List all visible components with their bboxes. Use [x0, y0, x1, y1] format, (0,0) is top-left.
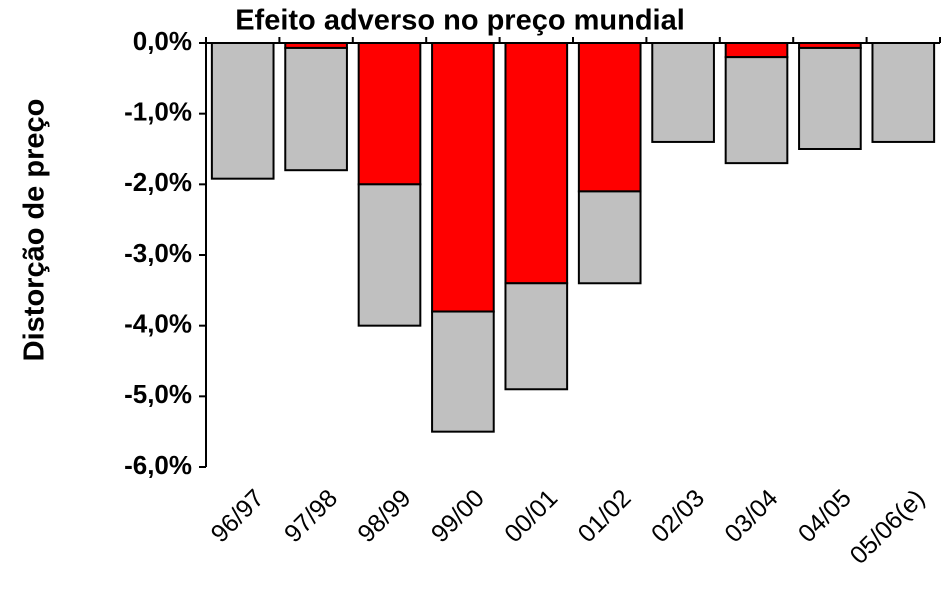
x-tick-label: 03/04	[719, 484, 783, 548]
bar	[284, 46, 348, 172]
bar	[651, 42, 715, 143]
y-tick-label: -4,0%	[124, 309, 192, 339]
x-tick-label: 96/97	[206, 484, 270, 548]
bar	[357, 183, 422, 327]
bar	[357, 42, 422, 186]
bar	[871, 42, 936, 143]
bar	[798, 46, 862, 151]
x-tick-label: 04/05	[793, 484, 857, 548]
bar	[431, 310, 495, 433]
x-tick-label: 02/03	[646, 484, 710, 548]
bar	[210, 42, 275, 180]
bar	[724, 42, 789, 59]
x-tick-label: 01/02	[573, 484, 637, 548]
y-tick-label: -5,0%	[124, 379, 192, 409]
bar	[504, 282, 569, 391]
bar	[724, 56, 789, 165]
x-tick-label: 00/01	[499, 484, 563, 548]
bar	[504, 42, 569, 285]
x-tick-label: 05/06(e)	[845, 484, 931, 570]
y-axis-label: Distorção de preço	[19, 99, 51, 362]
x-tick-label: 97/98	[279, 484, 343, 548]
y-tick-label: 0,0%	[133, 26, 192, 56]
bar	[431, 42, 495, 313]
bar	[577, 42, 642, 193]
y-tick-label: -3,0%	[124, 238, 192, 268]
chart-title: Efeito adverso no preço mundial	[235, 5, 685, 37]
x-tick-label: 99/00	[426, 484, 490, 548]
y-tick-label: -2,0%	[124, 167, 192, 197]
bar	[577, 190, 642, 285]
x-tick-label: 98/99	[352, 484, 416, 548]
y-tick-label: -6,0%	[124, 450, 192, 480]
y-tick-label: -1,0%	[124, 97, 192, 127]
